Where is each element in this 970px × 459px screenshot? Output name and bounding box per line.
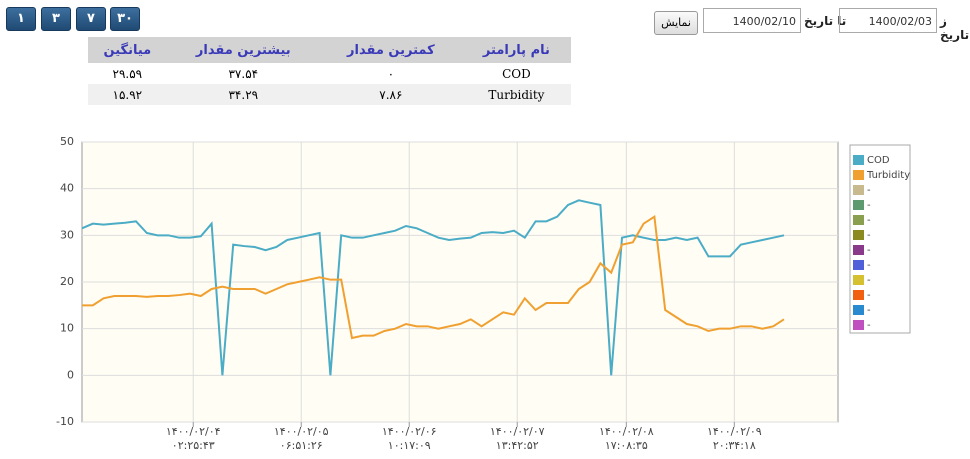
x-tick-time: ۱۰:۱۷:۰۹ — [388, 439, 431, 452]
table-cell: ۷.۸۶ — [319, 84, 462, 105]
legend-label: - — [867, 275, 871, 286]
y-tick-label: 20 — [60, 275, 74, 288]
table-header: کمترین مقدار — [319, 37, 462, 63]
y-tick-label: 50 — [60, 135, 74, 148]
quick-button[interactable]: ۷ — [76, 7, 106, 31]
legend-swatch — [853, 155, 864, 165]
x-tick-time: ۰۲:۲۵:۴۳ — [172, 439, 215, 452]
legend-label: - — [867, 230, 871, 241]
quick-button[interactable]: ۱ — [6, 7, 36, 31]
show-button[interactable]: نمایش — [654, 11, 698, 35]
legend-swatch — [853, 290, 864, 300]
x-tick-label: ۱۴۰۰/۰۲/۰۴ — [166, 425, 221, 438]
legend-label: Turbidity — [866, 170, 910, 181]
y-tick-label: 0 — [67, 368, 74, 381]
table-header: نام پارامتر — [461, 37, 571, 63]
legend-label: - — [867, 215, 871, 226]
legend-swatch — [853, 215, 864, 225]
table-cell: ۲۹.۵۹ — [112, 66, 143, 81]
legend-label: - — [867, 290, 871, 301]
x-tick-label: ۱۴۰۰/۰۲/۰۶ — [382, 425, 437, 438]
legend-label: - — [867, 245, 871, 256]
quick-button[interactable]: ۳۰ — [110, 7, 140, 31]
legend-swatch — [853, 320, 864, 330]
legend-swatch — [853, 245, 864, 255]
from-date-input[interactable]: 1400/02/03 — [839, 8, 937, 33]
to-date-label: تا تاریخ — [804, 14, 847, 28]
to-date-input[interactable]: 1400/02/10 — [703, 8, 801, 33]
legend-swatch — [853, 275, 864, 285]
table-cell: ۰ — [387, 66, 395, 81]
summary-table: نام پارامتر کمترین مقدار بیشترین مقدار م… — [88, 37, 571, 105]
table-header: بیشترین مقدار — [166, 37, 320, 63]
y-tick-label: 40 — [60, 182, 74, 195]
x-tick-time: ۲۰:۳۴:۱۸ — [713, 439, 756, 452]
x-tick-label: ۱۴۰۰/۰۲/۰۷ — [490, 425, 545, 438]
legend-swatch — [853, 305, 864, 315]
table-cell: ۱۵.۹۲ — [88, 84, 167, 105]
legend-label: - — [867, 185, 871, 196]
x-tick-label: ۱۴۰۰/۰۲/۰۵ — [274, 425, 329, 438]
table-cell: Turbidity — [461, 84, 571, 105]
table-cell: COD — [502, 66, 531, 81]
legend-swatch — [853, 200, 864, 210]
x-tick-time: ۱۳:۴۲:۵۲ — [496, 439, 539, 452]
y-tick-label: 30 — [60, 228, 74, 241]
x-tick-label: ۱۴۰۰/۰۲/۰۹ — [707, 425, 762, 438]
x-tick-time: ۰۶:۵۱:۲۶ — [280, 439, 323, 452]
legend-label: - — [867, 200, 871, 211]
from-date-label: ز تاریخ — [940, 14, 970, 42]
legend-swatch — [853, 185, 864, 195]
table-header: میانگین — [88, 37, 167, 63]
y-tick-label: 10 — [60, 322, 74, 335]
legend-swatch — [853, 260, 864, 270]
x-tick-time: ۱۷:۰۸:۳۵ — [605, 439, 648, 452]
x-tick-label: ۱۴۰۰/۰۲/۰۸ — [599, 425, 654, 438]
series-line — [82, 214, 785, 340]
legend-label: COD — [867, 155, 890, 166]
table-cell: ۳۴.۲۹ — [166, 84, 320, 105]
series-line — [81, 199, 785, 376]
y-tick-label: -10 — [56, 415, 74, 428]
legend-swatch — [853, 230, 864, 240]
legend-label: - — [867, 320, 871, 331]
table-cell: ۳۷.۵۴ — [228, 66, 259, 81]
legend-swatch — [853, 170, 864, 180]
legend-label: - — [867, 260, 871, 271]
legend-label: - — [867, 305, 871, 316]
quick-button[interactable]: ۳ — [41, 7, 71, 31]
